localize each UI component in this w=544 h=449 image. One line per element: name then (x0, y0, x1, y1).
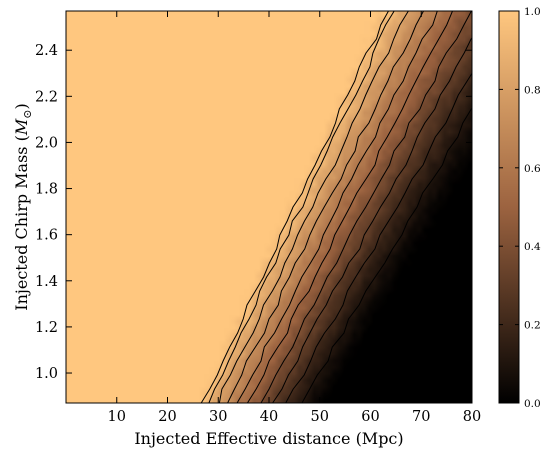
y-axis-ticks: 1.0 1.2 1.4 1.6 1.8 2.0 2.2 2.4 (35, 43, 472, 382)
x-tick-label: 10 (108, 409, 126, 425)
contour-lines (200, 11, 472, 403)
y-axis-title-unit: M (12, 118, 31, 136)
colorbar-tick-label: 1.0 (524, 6, 541, 18)
colorbar-tick-label: 0.2 (524, 320, 541, 332)
x-tick-label: 80 (463, 409, 481, 425)
contour-line (301, 107, 472, 403)
x-axis-title: Injected Effective distance (Mpc) (134, 429, 403, 448)
contour-line (272, 36, 472, 403)
x-tick-label: 40 (260, 409, 278, 425)
contour-line (200, 11, 389, 403)
colorbar-tick-label: 0.8 (524, 84, 541, 96)
y-tick-label: 2.0 (35, 135, 58, 151)
colorbar-tick-label: 0.6 (524, 163, 541, 175)
x-tick-label: 30 (209, 409, 227, 425)
y-tick-label: 2.4 (35, 43, 58, 59)
y-axis-title-main: Injected Chirp Mass ( (12, 135, 31, 311)
y-tick-label: 1.8 (35, 182, 58, 198)
y-tick-label: 1.6 (35, 228, 58, 244)
contour-line (246, 11, 453, 403)
y-tick-label: 1.2 (35, 320, 58, 336)
contour-line (208, 11, 395, 403)
y-axis-title-subscript: ⊙ (21, 110, 34, 119)
y-axis-title: Injected Chirp Mass (M⊙) (12, 103, 34, 310)
x-tick-label: 50 (311, 409, 329, 425)
colorbar: 0.0 0.2 0.4 0.6 0.8 1.0 (498, 6, 541, 410)
colorbar-ticks: 0.0 0.2 0.4 0.6 0.8 1.0 (499, 6, 541, 410)
contour-line (236, 11, 438, 403)
contour-line (260, 11, 472, 403)
colorbar-tick-label: 0.0 (524, 398, 541, 410)
y-tick-label: 1.0 (35, 366, 58, 382)
heatmap-image (66, 11, 472, 403)
y-tick-label: 1.4 (35, 274, 58, 290)
y-axis-title-close: ) (12, 103, 31, 109)
plot-area: 10 20 30 40 50 60 70 80 1.0 1.2 1.4 1.6 1.8 2.0 2.2 2.… (35, 10, 481, 425)
x-tick-label: 60 (361, 409, 379, 425)
contour-line (218, 11, 409, 403)
y-tick-label: 2.2 (35, 89, 58, 105)
colorbar-tick-label: 0.4 (524, 241, 541, 253)
x-tick-label: 20 (158, 409, 176, 425)
colorbar-gradient (498, 10, 520, 404)
contour-line (285, 72, 472, 403)
x-tick-label: 70 (412, 409, 430, 425)
contour-line (227, 11, 424, 403)
x-axis-ticks: 10 20 30 40 50 60 70 80 (108, 11, 481, 425)
